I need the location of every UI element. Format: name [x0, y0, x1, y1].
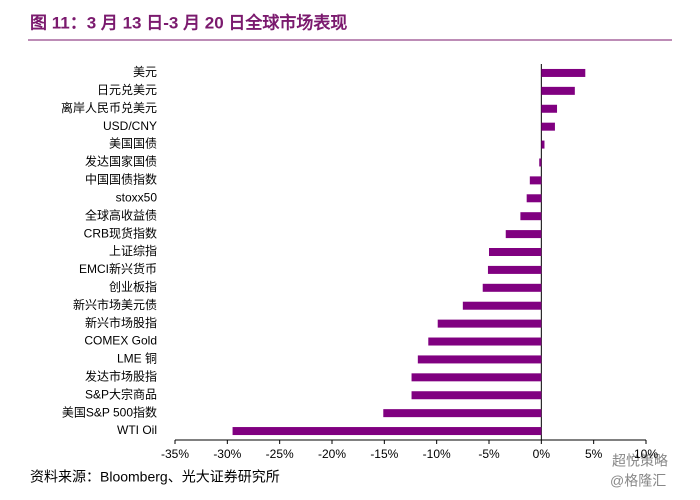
bar	[411, 391, 542, 400]
y-tick-label: USD/CNY	[103, 119, 157, 133]
y-tick-label: 上证综指	[109, 243, 157, 258]
x-tick-label: -30%	[213, 447, 241, 461]
y-tick-label: 创业板指	[109, 279, 157, 294]
y-tick-label: 日元兑美元	[97, 83, 157, 97]
y-tick-label: 发达市场股指	[85, 369, 157, 384]
x-tick-label: -25%	[266, 447, 294, 461]
y-tick-label: 发达国家国债	[85, 154, 157, 169]
y-tick-label: LME 铜	[117, 351, 157, 366]
bar	[487, 265, 542, 274]
bar	[529, 176, 542, 185]
y-tick-label: 美国国债	[109, 137, 157, 151]
bar	[489, 248, 542, 256]
watermark: @格隆汇	[610, 473, 666, 489]
x-tick-label: 0%	[533, 447, 551, 461]
bar	[541, 122, 555, 131]
y-tick-label: 新兴市场股指	[85, 315, 157, 330]
bar	[232, 427, 542, 436]
bar	[541, 104, 558, 113]
x-tick-label: -10%	[423, 447, 451, 461]
y-tick-label: WTI Oil	[117, 423, 157, 437]
y-tick-label: 新兴市场美元债	[73, 297, 157, 312]
bar	[539, 158, 542, 167]
watermark: 超悦策略	[612, 453, 668, 469]
x-tick-label: 5%	[585, 447, 603, 461]
bar	[541, 140, 545, 149]
y-tick-label: 中国国债指数	[85, 172, 157, 187]
bar	[383, 409, 542, 418]
x-tick-label: 10%	[634, 447, 658, 461]
x-tick-label: -20%	[318, 447, 346, 461]
x-tick-label: -15%	[370, 447, 398, 461]
bar	[541, 86, 575, 95]
bar	[526, 194, 542, 203]
chart-title: 图 11：3 月 13 日-3 月 20 日全球市场表现	[30, 12, 347, 32]
y-tick-label: 全球高收益债	[85, 207, 157, 222]
y-tick-label: CRB现货指数	[84, 225, 157, 240]
y-tick-label: stoxx50	[116, 190, 158, 204]
y-tick-label: S&P大宗商品	[85, 386, 157, 401]
bar	[541, 68, 586, 77]
y-tick-label: EMCI新兴货币	[79, 261, 157, 276]
bar	[520, 212, 542, 221]
x-tick-label: -5%	[478, 447, 500, 461]
bar	[411, 373, 542, 382]
bar	[505, 230, 542, 239]
y-tick-label: 离岸人民币兑美元	[61, 100, 157, 115]
source: 资料来源：Bloomberg、光大证券研究所	[30, 469, 280, 485]
bar	[428, 337, 542, 346]
bar	[462, 301, 542, 310]
bar	[417, 355, 542, 364]
y-tick-label: 美元	[133, 65, 157, 79]
x-tick-label: -35%	[161, 447, 189, 461]
bar	[482, 283, 542, 292]
y-tick-label: COMEX Gold	[84, 334, 157, 348]
bar	[437, 319, 542, 328]
y-tick-label: 美国S&P 500指数	[62, 404, 157, 419]
